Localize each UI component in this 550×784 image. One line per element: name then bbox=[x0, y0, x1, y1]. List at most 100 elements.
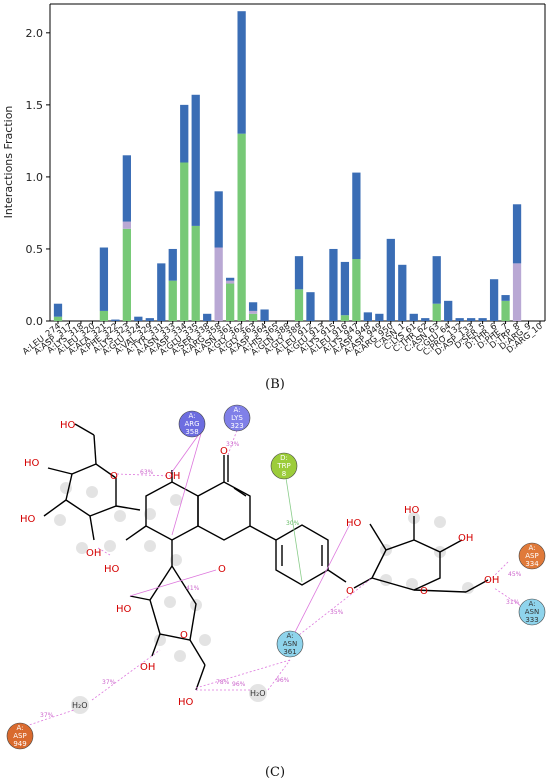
panel-label-b: (B) bbox=[265, 377, 285, 392]
bar-segment bbox=[157, 263, 166, 321]
bar-segment bbox=[203, 313, 212, 321]
atom-label: HO bbox=[404, 505, 420, 516]
y-tick-label: 2.0 bbox=[26, 27, 44, 40]
y-axis-title: Interactions Fraction bbox=[2, 106, 15, 219]
atom-label: OH bbox=[140, 662, 155, 673]
bar-segment bbox=[134, 316, 143, 321]
residue-number: 334 bbox=[525, 560, 539, 568]
bar-segment bbox=[180, 162, 189, 321]
percent-label: 96% bbox=[276, 677, 290, 684]
bars bbox=[53, 11, 522, 321]
percent-label: 37% bbox=[40, 712, 54, 719]
percent-label: 41% bbox=[186, 585, 200, 592]
bar-segment bbox=[294, 256, 304, 290]
bar-segment bbox=[444, 300, 453, 321]
bar-segment bbox=[180, 104, 189, 163]
bar-segment bbox=[340, 261, 350, 316]
bar-segment bbox=[226, 283, 235, 321]
residue-name: ASN bbox=[283, 640, 297, 648]
atom-label: HO bbox=[116, 604, 132, 615]
percent-label: 78% bbox=[216, 679, 230, 686]
residue-name: ARG bbox=[184, 420, 199, 428]
bar-segment bbox=[214, 191, 223, 248]
atom-label: OH bbox=[86, 548, 101, 559]
residue-asp-949: A: ASP 949 bbox=[6, 722, 34, 750]
atom-label: HO bbox=[20, 514, 36, 525]
atom-label: HO bbox=[60, 420, 76, 431]
bar-segment bbox=[512, 204, 522, 264]
bar-segment bbox=[53, 316, 63, 321]
bar-segment bbox=[421, 318, 430, 321]
residue-name: LYS bbox=[231, 414, 243, 422]
bar-segment bbox=[226, 280, 235, 284]
bar-segment bbox=[455, 318, 464, 321]
residue-name: TRP bbox=[276, 462, 290, 470]
atom-label: O bbox=[420, 586, 428, 597]
bar-segment bbox=[248, 313, 258, 321]
bar-segment bbox=[122, 228, 131, 321]
bar-segment bbox=[386, 238, 395, 321]
percent-label: 96% bbox=[232, 681, 246, 688]
percent-label: 33% bbox=[226, 441, 240, 448]
residue-name: ASP bbox=[13, 732, 26, 740]
bar-segment bbox=[214, 247, 223, 321]
water-label: H₂O bbox=[72, 701, 88, 710]
bar-segment bbox=[352, 172, 361, 260]
bar-segment bbox=[168, 280, 177, 321]
bar-segment bbox=[237, 133, 246, 321]
bar-segment bbox=[409, 313, 418, 321]
bar-segment bbox=[501, 300, 510, 321]
glucose-ring-right bbox=[369, 516, 489, 593]
residue-number: 358 bbox=[185, 428, 198, 436]
bar-segment bbox=[512, 263, 522, 321]
bar-segment bbox=[352, 259, 361, 321]
percent-label: 45% bbox=[508, 571, 522, 578]
residue-trp-8: D: TRP 8 bbox=[270, 452, 298, 480]
residue-chain: A: bbox=[188, 412, 195, 420]
residue-chain: D: bbox=[280, 454, 288, 462]
bar-segment bbox=[398, 264, 407, 321]
residue-number: 361 bbox=[283, 648, 296, 656]
bar-segment bbox=[237, 11, 246, 134]
atom-labels: HO HO HO O OH OH HO O O HO OH HO O O HO … bbox=[20, 420, 499, 710]
y-tick-label: 0.0 bbox=[26, 315, 44, 328]
residue-number: 333 bbox=[525, 616, 538, 624]
bar-segment bbox=[329, 248, 338, 321]
atom-label: OH bbox=[458, 533, 473, 544]
atom-label: HO bbox=[346, 518, 362, 529]
residue-chain: A: bbox=[286, 632, 293, 640]
percent-labels: 63% 33% 30% 45% 31% 41% 37% 37% 78% 96% … bbox=[40, 441, 522, 719]
atom-label: O bbox=[218, 564, 226, 575]
atom-label: HO bbox=[178, 697, 194, 708]
y-tick-label: 1.5 bbox=[26, 99, 44, 112]
atom-label: O bbox=[346, 586, 354, 597]
residue-lys-323: A: LYS 323 bbox=[223, 404, 251, 432]
bar-segment bbox=[145, 318, 154, 321]
interaction-lines bbox=[25, 429, 531, 727]
residue-number: 8 bbox=[282, 470, 286, 478]
residue-asp-334: A: ASP 334 bbox=[518, 542, 546, 570]
residue-name: ASP bbox=[525, 552, 538, 560]
residue-number: 323 bbox=[230, 422, 243, 430]
bar-segment bbox=[248, 302, 258, 311]
percent-label: 35% bbox=[330, 609, 344, 616]
bar-segment bbox=[226, 277, 235, 281]
residue-chain: A: bbox=[233, 406, 240, 414]
y-ticks: 0.0 0.5 1.0 1.5 2.0 bbox=[26, 27, 50, 328]
bar-segment bbox=[467, 318, 476, 321]
residue-chain: A: bbox=[16, 724, 23, 732]
atom-label: O bbox=[180, 630, 188, 641]
residue-chain: A: bbox=[528, 600, 535, 608]
percent-label: 63% bbox=[140, 469, 154, 476]
bar-segment bbox=[363, 312, 372, 321]
percent-label: 31% bbox=[506, 599, 520, 606]
bar-segment bbox=[53, 303, 63, 317]
residue-chain: A: bbox=[528, 544, 535, 552]
bar-segment bbox=[122, 155, 131, 222]
atom-label: O bbox=[110, 471, 118, 482]
bar-segment bbox=[122, 221, 131, 229]
water-label: H₂O bbox=[250, 689, 266, 698]
bar-segment bbox=[260, 309, 269, 321]
phenyl-ring bbox=[275, 524, 373, 589]
